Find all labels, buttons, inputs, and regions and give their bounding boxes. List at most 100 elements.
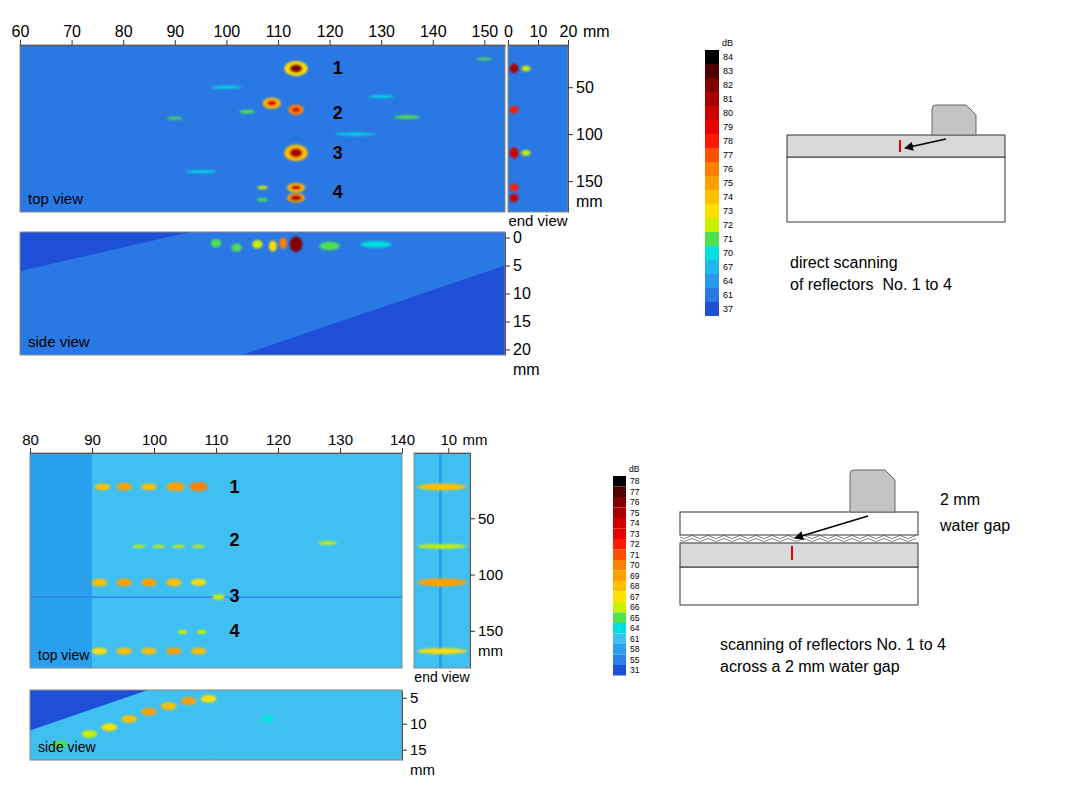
tick-label: 100 [142, 431, 167, 448]
tick: 100 [214, 23, 241, 45]
indication [263, 98, 281, 109]
colorbar-cell [613, 602, 626, 613]
tick: 0 [505, 229, 522, 246]
tick-label: 140 [390, 431, 415, 448]
axis-unit: mm [410, 761, 435, 778]
schematic-text: water gap [939, 517, 1010, 534]
tick-label: 150 [472, 23, 499, 40]
tick-label: 20 [560, 23, 578, 40]
tick-label: 100 [576, 126, 603, 143]
indication [522, 150, 531, 156]
scan-figure: 8090100110120130140top view123410mm50100… [22, 431, 1010, 778]
tick: 50 [568, 79, 594, 96]
indication [279, 238, 287, 249]
region [30, 453, 92, 668]
colorbar-cell [613, 613, 626, 624]
y-axis: 51015 [402, 689, 427, 760]
background-level [30, 690, 402, 760]
colorbar-cell [613, 665, 626, 676]
tick-mark [505, 349, 510, 350]
indication [212, 594, 224, 600]
probe [850, 470, 895, 512]
tick: 15 [402, 741, 427, 758]
tick: 140 [420, 23, 447, 45]
panel: 01020mm50100150mmend view [504, 23, 610, 229]
tick: 10 [530, 23, 548, 45]
tick-mark [30, 448, 31, 453]
indication [417, 579, 467, 587]
tick-mark [538, 40, 539, 45]
colorbar-label: 67 [723, 262, 733, 272]
axis-unit: mm [576, 193, 603, 210]
colorbar-label: 80 [723, 108, 733, 118]
tick: 120 [317, 23, 344, 45]
scan-figure: 60708090100110120130140150top view123401… [12, 23, 1005, 378]
colorbar: dB78777675747372717069686766656461585531 [613, 464, 640, 676]
colorbar-cell [613, 550, 626, 561]
indication [141, 648, 157, 655]
indication [82, 730, 98, 738]
indication [417, 648, 467, 654]
indication [257, 186, 267, 190]
indication [141, 579, 157, 587]
tick-label: 0 [504, 23, 513, 40]
tick-mark [278, 448, 279, 453]
tick-mark [505, 294, 510, 295]
tick-label: 140 [420, 23, 447, 40]
tick: 60 [12, 23, 30, 45]
colorbar-label: 76 [723, 164, 733, 174]
indication [166, 579, 182, 587]
colorbar-cell [705, 176, 719, 190]
tick-label: 10 [530, 23, 548, 40]
background-level [30, 453, 402, 668]
colorbar-label: 74 [630, 518, 640, 528]
colorbar-cell [613, 497, 626, 508]
indications [167, 58, 492, 203]
tick: 0 [504, 23, 513, 45]
tick: 110 [266, 23, 292, 45]
colorbar-title: dB [629, 464, 640, 474]
colorbar-cell [613, 487, 626, 498]
tick-mark [216, 448, 217, 453]
tick: 20 [560, 23, 578, 45]
schematic-text: of reflectors No. 1 to 4 [790, 276, 952, 293]
colorbar-label: 79 [723, 122, 733, 132]
colorbar-label: 61 [723, 290, 733, 300]
indication [197, 630, 206, 635]
colorbar-label: 64 [630, 623, 640, 633]
indications [417, 483, 467, 654]
schematic-text: scanning of reflectors No. 1 to 4 [720, 636, 946, 653]
indication [185, 170, 216, 173]
colorbar-cell [705, 204, 719, 218]
colorbar-cell [705, 302, 719, 316]
indication [510, 147, 519, 158]
indication [262, 715, 274, 723]
tick: 90 [84, 431, 101, 453]
indication [95, 483, 111, 490]
reflector-label: 4 [333, 182, 343, 202]
schematic: direct scanning of reflectors No. 1 to 4 [787, 105, 1005, 293]
panel-title: top view [28, 190, 83, 207]
colorbar-label: 75 [723, 178, 733, 188]
tick: 120 [266, 431, 291, 453]
tick-mark [470, 518, 475, 519]
indication [510, 194, 519, 202]
panel-title: top view [38, 647, 90, 663]
indication [252, 240, 262, 248]
panel-title: side view [28, 333, 90, 350]
schematic-text: direct scanning [790, 254, 898, 271]
tick: 100 [470, 566, 503, 583]
colorbar-label: 81 [723, 94, 733, 104]
indication [290, 195, 301, 201]
panel-frame [20, 45, 505, 212]
plot-area [414, 453, 470, 668]
tick-label: 5 [513, 257, 522, 274]
colorbar-label: 78 [723, 136, 733, 146]
tick-mark [402, 724, 407, 725]
tick-label: 130 [368, 23, 395, 40]
colorbar-label: 84 [723, 52, 733, 62]
reflector-label: 1 [333, 58, 343, 78]
colorbar-label: 78 [630, 476, 640, 486]
axis-line [31, 453, 403, 454]
indication [292, 107, 300, 112]
